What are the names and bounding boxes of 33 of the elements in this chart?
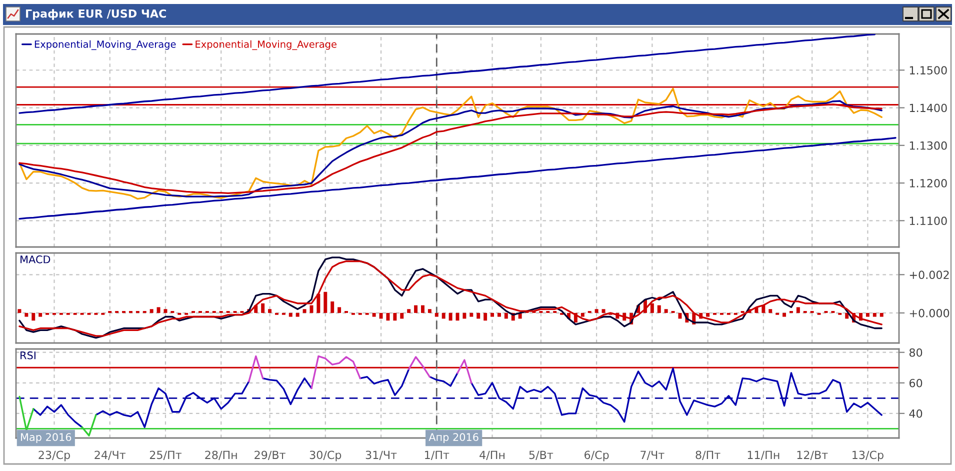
x-tick-label: 25/Пт — [150, 450, 182, 460]
y-tick-label: 1.1300 — [910, 141, 947, 150]
y-tick-label: 40 — [909, 409, 922, 418]
y-tick-label: 80 — [909, 348, 922, 357]
legend-label: Exponential_Moving_Average — [196, 40, 336, 50]
x-tick-label: 11/Пн — [748, 450, 780, 460]
y-tick-label: 1.1200 — [910, 179, 947, 188]
x-tick-label: 12/Вт — [797, 450, 828, 460]
x-tick-label: 7/Чт — [640, 450, 664, 460]
x-tick-label: 8/Пт — [696, 450, 720, 460]
x-tick-label: 30/Ср — [310, 450, 342, 462]
x-tick-label: 6/Ср — [584, 450, 609, 462]
x-tick-label: 23/Ср — [38, 450, 70, 462]
y-tick-label: +0.002 — [910, 270, 949, 280]
y-tick-label: 1.1400 — [910, 104, 947, 112]
ref-line-label: Апр 2016 — [428, 433, 478, 444]
x-tick-label: 5/Вт — [529, 450, 554, 460]
x-tick-label: 24/Чт — [94, 450, 126, 460]
x-tick-label: 4/Пн — [480, 450, 504, 460]
x-tick-label: 29/Вт — [254, 450, 286, 460]
chart-title: RSI — [20, 351, 36, 360]
x-tick-label: 1/Пт — [425, 450, 450, 460]
x-tick-label: 28/Пн — [205, 450, 237, 460]
x-tick-label: 13/Ср — [852, 450, 884, 462]
legend-label: Exponential_Moving_Average — [34, 40, 176, 50]
y-tick-label: 1.1500 — [910, 66, 947, 75]
chart-title: График EUR /USD ЧАС — [26, 9, 166, 20]
y-tick-label: +0.000 — [910, 308, 950, 318]
annotation: Мар 2016 — [21, 433, 72, 444]
x-tick-label: 31/Чт — [366, 450, 397, 460]
y-tick-label: 60 — [910, 378, 922, 388]
chart-title: MACD — [20, 255, 50, 264]
y-tick-label: 1.1100 — [910, 216, 947, 226]
